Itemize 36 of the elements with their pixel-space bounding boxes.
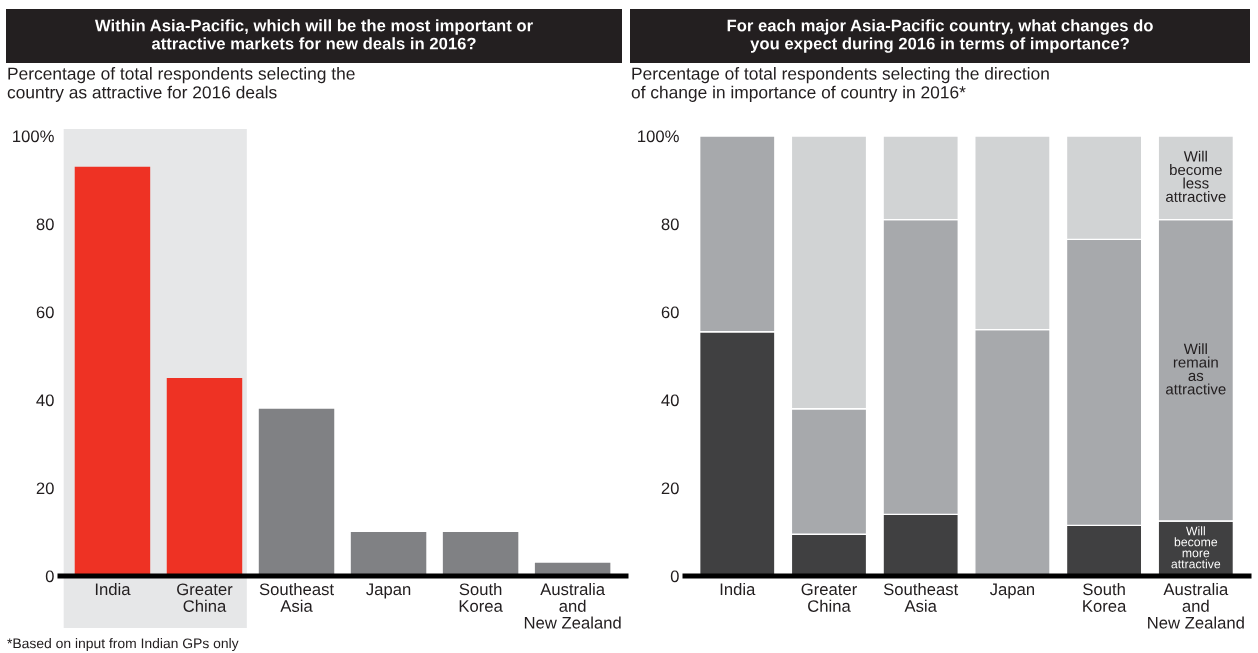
x-tick-label: Southeast Asia bbox=[883, 582, 959, 612]
chart-subtitle: Percentage of total respondents selecting the direction of change in importance of country in 2016* bbox=[631, 67, 1049, 102]
y-tick-label: 40 bbox=[36, 394, 54, 407]
x-tick-label: South Korea bbox=[1083, 582, 1127, 612]
chart-title: Within Asia-Pacific, which will be the most important or attractive markets for new deals in 2016? bbox=[94, 19, 533, 50]
y-tick-label: 0 bbox=[45, 570, 54, 583]
bar bbox=[258, 408, 335, 576]
bar bbox=[442, 532, 519, 576]
series-label: Will remain as attractive bbox=[1166, 343, 1226, 395]
y-tick-label: 20 bbox=[36, 482, 54, 495]
text: *Based on input from Indian GPs only bbox=[7, 638, 239, 651]
y-tick-label: 80 bbox=[36, 218, 54, 231]
x-tick-label: India bbox=[95, 582, 131, 596]
x-tick-label: Greater China bbox=[177, 583, 233, 612]
x-tick-label: India bbox=[720, 582, 756, 596]
y-tick-label: 60 bbox=[36, 306, 54, 319]
x-tick-label: Australia and New Zealand bbox=[524, 582, 621, 629]
x-tick-label: Australia and New Zealand bbox=[1148, 582, 1244, 629]
y-tick-label: 40 bbox=[661, 394, 679, 407]
bar bbox=[350, 532, 427, 576]
chart-title: For each major Asia-Pacific country, what changes do you expect during 2016 in terms of importance? bbox=[727, 19, 1153, 53]
series-label: Will become more attractive bbox=[1171, 526, 1221, 569]
bar bbox=[166, 378, 243, 576]
y-tick-label: 100% bbox=[638, 130, 679, 143]
y-tick-label: 100% bbox=[13, 130, 54, 143]
x-tick-label: South Korea bbox=[459, 582, 503, 612]
chart-subtitle: Percentage of total respondents selecting the country as attractive for 2016 deals bbox=[7, 67, 355, 102]
y-tick-label: 20 bbox=[661, 482, 679, 495]
x-tick-label: Japan bbox=[366, 583, 411, 599]
x-tick-label: Japan bbox=[989, 583, 1035, 599]
x-tick-label: Southeast Asia bbox=[259, 582, 334, 612]
y-tick-label: 0 bbox=[670, 570, 679, 583]
x-tick-label: Greater China bbox=[801, 583, 857, 612]
y-tick-label: 80 bbox=[661, 218, 679, 231]
y-tick-label: 60 bbox=[661, 306, 679, 319]
series-label: Will become less attractive bbox=[1166, 150, 1226, 202]
